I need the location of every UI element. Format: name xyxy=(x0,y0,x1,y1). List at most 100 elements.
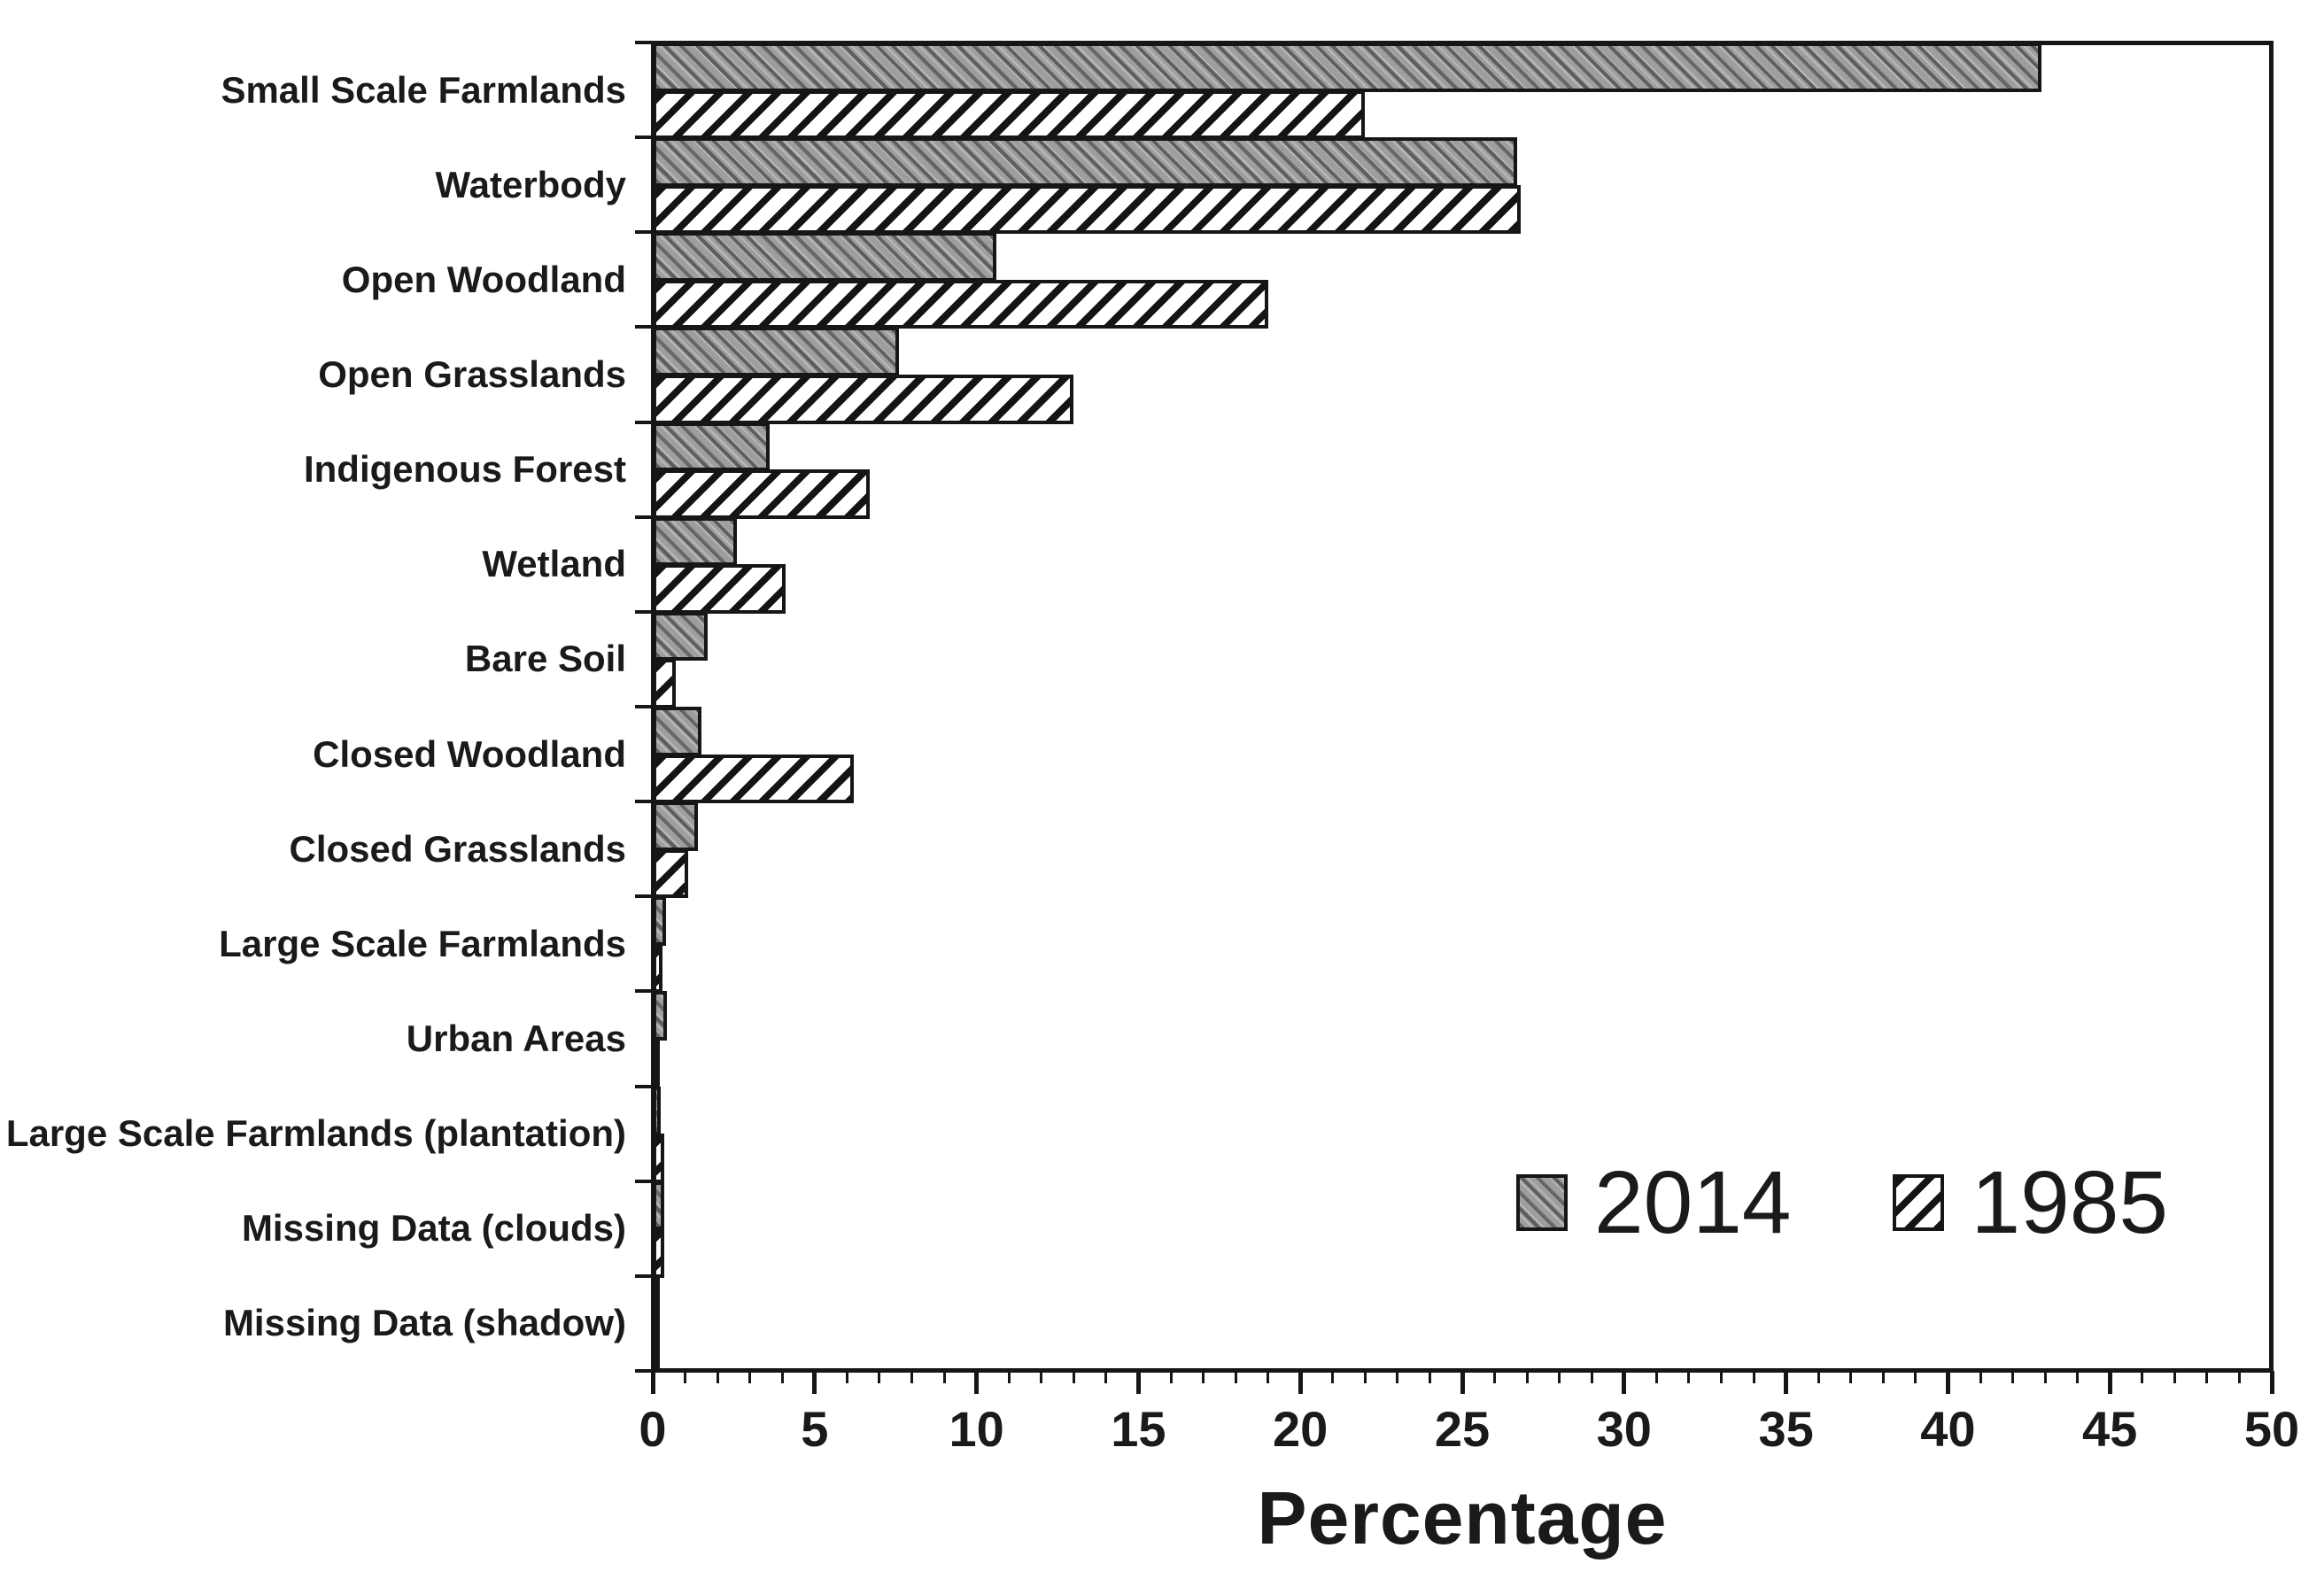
y-axis-tick xyxy=(635,705,653,708)
x-axis-tick-label: 5 xyxy=(801,1401,829,1457)
y-axis-tick xyxy=(635,325,653,329)
x-axis-minor-tick xyxy=(1525,1371,1529,1383)
bar-1985-large-scale-farmlands-plantation xyxy=(653,1134,664,1183)
x-axis-minor-tick xyxy=(780,1371,784,1383)
x-axis-minor-tick xyxy=(1428,1371,1431,1383)
legend-item-1985: 1985 xyxy=(1893,1153,2168,1252)
x-axis-minor-tick xyxy=(2011,1371,2014,1383)
bar-1985-wetland xyxy=(653,564,786,614)
x-axis-tick-label: 45 xyxy=(2082,1401,2138,1457)
y-category-label-missing-data-clouds: Missing Data (clouds) xyxy=(241,1207,626,1250)
bar-1985-indigenous-forest xyxy=(653,469,870,519)
x-axis-minor-tick xyxy=(2173,1371,2176,1383)
x-axis-minor-tick xyxy=(1979,1371,1982,1383)
bar-2014-closed-grasslands xyxy=(653,801,698,851)
x-axis-minor-tick xyxy=(1590,1371,1593,1383)
x-axis-tick-label: 35 xyxy=(1758,1401,1814,1457)
bar-2014-large-scale-farmlands xyxy=(653,896,666,946)
y-axis-tick xyxy=(635,41,653,44)
x-axis-minor-tick xyxy=(1234,1371,1237,1383)
x-axis-major-tick xyxy=(1460,1371,1465,1394)
x-axis-minor-tick xyxy=(1169,1371,1173,1383)
x-axis-minor-tick xyxy=(1104,1371,1108,1383)
x-axis-minor-tick xyxy=(684,1371,687,1383)
y-axis-tick xyxy=(635,800,653,804)
y-axis-tick xyxy=(635,1179,653,1183)
bar-2014-small-scale-farmlands xyxy=(653,43,2041,92)
bar-1985-large-scale-farmlands xyxy=(653,943,662,994)
x-axis-major-tick xyxy=(2269,1371,2274,1394)
x-axis-minor-tick xyxy=(1817,1371,1820,1383)
bar-1985-missing-data-clouds xyxy=(653,1228,664,1278)
x-axis-minor-tick xyxy=(910,1371,913,1383)
x-axis-minor-tick xyxy=(1040,1371,1043,1383)
x-axis-minor-tick xyxy=(1007,1371,1011,1383)
x-axis-major-tick xyxy=(1622,1371,1627,1394)
bar-1985-missing-data-shadow xyxy=(653,1323,660,1373)
x-axis-major-tick xyxy=(1135,1371,1141,1394)
x-axis-minor-tick xyxy=(1720,1371,1723,1383)
bar-1985-bare-soil xyxy=(653,659,676,708)
x-axis-major-tick xyxy=(2107,1371,2112,1394)
x-axis-minor-tick xyxy=(1752,1371,1755,1383)
x-axis-tick-label: 10 xyxy=(949,1401,1004,1457)
y-category-label-large-scale-farmlands-plantation: Large Scale Farmlands (plantation) xyxy=(5,1112,626,1155)
bar-1985-small-scale-farmlands xyxy=(653,89,1365,140)
legend: 2014 1985 xyxy=(1516,1158,2168,1247)
bar-1985-open-grasslands xyxy=(653,375,1073,424)
bar-2014-open-woodland xyxy=(653,232,996,282)
bar-2014-large-scale-farmlands-plantation xyxy=(653,1086,661,1136)
bar-1985-closed-woodland xyxy=(653,754,854,804)
bar-1985-closed-grasslands xyxy=(653,848,688,899)
y-axis-tick xyxy=(635,894,653,899)
y-category-label-large-scale-farmlands: Large Scale Farmlands xyxy=(219,922,626,964)
bar-2014-bare-soil xyxy=(653,611,708,662)
y-category-label-urban-areas: Urban Areas xyxy=(406,1018,626,1059)
plot-area xyxy=(653,43,2272,1373)
legend-swatch-2014 xyxy=(1516,1174,1568,1231)
bar-2014-open-grasslands xyxy=(653,327,899,376)
x-axis-major-tick xyxy=(1945,1371,1950,1394)
y-category-label-bare-soil: Bare Soil xyxy=(464,638,626,680)
y-axis-tick xyxy=(635,1084,653,1088)
bar-2014-wetland xyxy=(653,516,737,567)
x-axis-minor-tick xyxy=(1914,1371,1917,1383)
x-axis-minor-tick xyxy=(878,1371,881,1383)
legend-swatch-1985 xyxy=(1893,1174,1945,1231)
x-axis-minor-tick xyxy=(2043,1371,2047,1383)
y-axis-tick xyxy=(635,135,653,140)
y-category-label-missing-data-shadow: Missing Data (shadow) xyxy=(222,1302,626,1344)
bar-2014-missing-data-shadow xyxy=(653,1275,660,1326)
x-axis-minor-tick xyxy=(2076,1371,2080,1383)
x-axis-major-tick xyxy=(974,1371,980,1394)
y-category-label-small-scale-farmlands: Small Scale Farmlands xyxy=(221,68,626,111)
y-axis-tick xyxy=(635,1273,653,1278)
y-category-label-open-grasslands: Open Grasslands xyxy=(318,353,626,395)
x-axis-minor-tick xyxy=(1363,1371,1367,1383)
x-axis-major-tick xyxy=(1784,1371,1789,1394)
x-axis-major-tick xyxy=(812,1371,817,1394)
x-axis-minor-tick xyxy=(2141,1371,2144,1383)
x-axis-major-tick xyxy=(650,1371,655,1394)
x-axis-tick-label: 50 xyxy=(2243,1401,2300,1457)
x-axis-minor-tick xyxy=(1396,1371,1399,1383)
x-axis-tick-label: 15 xyxy=(1111,1401,1166,1457)
x-axis-tick-label: 20 xyxy=(1273,1401,1329,1457)
y-category-label-closed-grasslands: Closed Grasslands xyxy=(289,827,626,870)
x-axis-minor-tick xyxy=(1687,1371,1691,1383)
y-axis-tick xyxy=(635,1369,653,1373)
x-axis-minor-tick xyxy=(1881,1371,1885,1383)
x-axis-tick-label: 30 xyxy=(1596,1401,1652,1457)
bar-1985-urban-areas xyxy=(653,1039,660,1088)
x-axis-minor-tick xyxy=(2237,1371,2241,1383)
x-axis-major-tick xyxy=(1298,1371,1303,1394)
x-axis-minor-tick xyxy=(1072,1371,1075,1383)
y-category-label-open-woodland: Open Woodland xyxy=(341,258,626,300)
x-axis-minor-tick xyxy=(1654,1371,1658,1383)
y-axis-tick xyxy=(635,420,653,424)
legend-label-1985: 1985 xyxy=(1971,1153,2168,1252)
x-axis-minor-tick xyxy=(716,1371,719,1383)
bar-2014-missing-data-clouds xyxy=(653,1180,664,1231)
y-axis-tick xyxy=(635,230,653,235)
